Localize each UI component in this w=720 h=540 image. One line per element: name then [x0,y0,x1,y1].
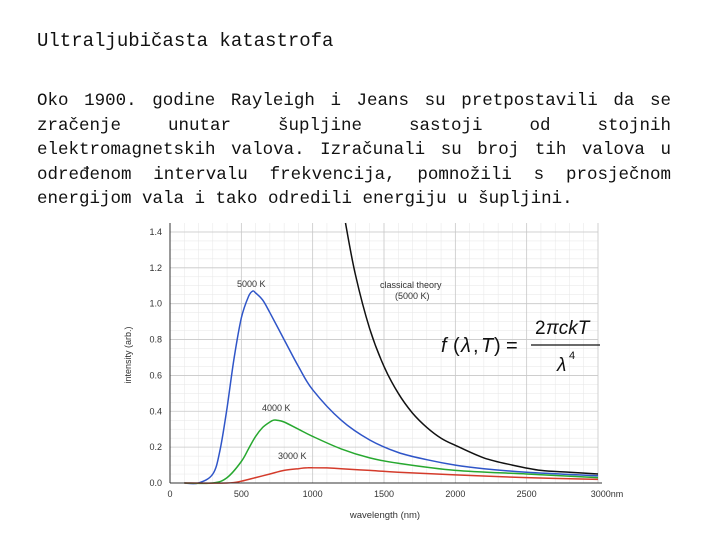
svg-text:(: ( [453,335,460,357]
series-line-4000-k [184,419,599,485]
svg-text:2: 2 [535,318,546,339]
plot-background [170,223,602,483]
svg-text:λ: λ [556,355,566,376]
y-tick-label: 1.4 [149,227,162,237]
svg-text:f: f [441,335,449,357]
x-tick-label: 2000 [445,489,465,499]
svg-text:4: 4 [569,350,575,362]
svg-text:T: T [481,335,495,357]
blackbody-chart: 0.0 0.2 0.4 0.6 0.8 1.0 1.2 1.4 0 500 1000 1500 200… [123,222,623,521]
y-tick-label: 1.0 [149,299,162,309]
svg-text:=: = [506,335,518,357]
y-axis-label: intensity (arb.) [123,326,133,383]
label-5000k: 5000 K [237,279,266,289]
svg-text:πckT: πckT [546,318,591,339]
slide-paragraph: Oko 1900. godine Rayleigh i Jeans su pre… [37,91,671,209]
y-tick-label: 0.6 [149,370,162,380]
x-tick-label: 3000nm [591,489,624,499]
x-tick-label: 2500 [517,489,537,499]
svg-text:λ: λ [460,335,471,357]
series-line-classical-theory [344,222,599,475]
label-classical-temperature: (5000 K) [395,291,430,301]
x-tick-label: 0 [167,489,172,499]
x-tick-label: 1000 [303,489,323,499]
x-tick-label: 500 [234,489,249,499]
y-tick-label: 0.0 [149,478,162,488]
x-tick-labels: 0 500 1000 1500 2000 2500 3000nm [167,489,623,499]
series-line-5000-k [184,290,599,485]
x-axis-label: wavelength (nm) [349,510,420,521]
svg-text:,: , [473,335,479,357]
rayleigh-jeans-formula: f ( λ , T ) = 2 πckT λ 4 [441,318,600,376]
label-3000k: 3000 K [278,451,307,461]
y-tick-label: 0.8 [149,335,162,345]
series-line-3000-k [184,466,599,484]
y-tick-label: 1.2 [149,263,162,273]
x-tick-label: 1500 [374,489,394,499]
y-tick-label: 0.2 [149,442,162,452]
label-classical-theory: classical theory [380,280,442,290]
label-4000k: 4000 K [262,403,291,413]
svg-text:): ) [494,335,501,357]
slide-title: Ultraljubičasta katastrofa [37,30,334,52]
y-tick-label: 0.4 [149,406,162,416]
y-tick-labels: 0.0 0.2 0.4 0.6 0.8 1.0 1.2 1.4 [149,227,162,488]
chart-series [184,222,599,485]
